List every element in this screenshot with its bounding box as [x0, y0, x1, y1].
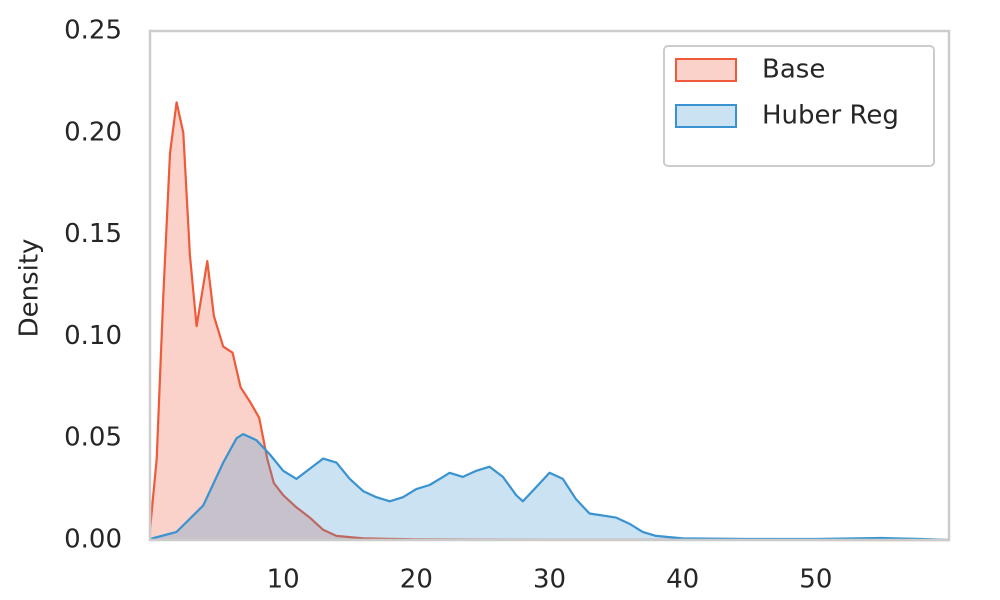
area-fill [150, 102, 949, 541]
legend-swatch [675, 104, 737, 128]
y-axis-label: Density [15, 239, 45, 338]
legend-box [663, 45, 935, 167]
x-tick-label: 30 [533, 565, 566, 595]
legend-label: Base [762, 55, 825, 85]
area-fill [150, 434, 949, 540]
x-tick-label: 10 [267, 565, 300, 595]
plot-frame [148, 29, 951, 542]
x-tick-label: 50 [799, 565, 832, 595]
density-line [148, 101, 950, 542]
y-tick-label: 0.00 [64, 525, 122, 555]
y-tick-label: 0.10 [64, 321, 122, 351]
y-tick-label: 0.20 [64, 117, 122, 147]
y-tick-label: 0.25 [64, 16, 122, 46]
legend-label: Huber Reg [762, 101, 899, 131]
legend-swatch [675, 58, 737, 82]
y-tick-label: 0.05 [64, 423, 122, 453]
x-tick-label: 40 [666, 565, 699, 595]
density-line [149, 433, 950, 542]
x-tick-label: 20 [400, 565, 433, 595]
y-tick-label: 0.15 [64, 219, 122, 249]
